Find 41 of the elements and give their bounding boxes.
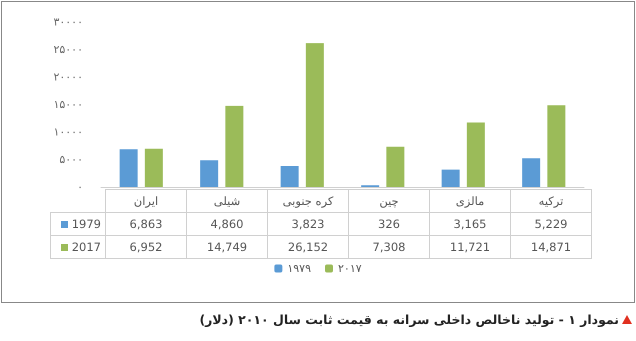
data-label: 14,749	[186, 236, 268, 258]
bar	[280, 166, 299, 187]
data-label: 326	[348, 212, 430, 236]
data-label: 3,165	[430, 212, 510, 236]
bar	[225, 106, 244, 187]
bar	[386, 146, 404, 187]
y-tick-label: ۲۵۰۰۰	[53, 43, 83, 56]
legend-label: ۱۹۷۹	[287, 262, 312, 275]
text: 1979	[50, 212, 106, 236]
y-tick-label: ۵۰۰۰	[59, 153, 83, 166]
y-tick-label: ۱۰۰۰۰	[53, 126, 83, 138]
bar	[442, 170, 460, 187]
bar	[306, 43, 324, 187]
data-label: 4,860	[186, 212, 268, 236]
bar	[522, 158, 540, 187]
bar	[466, 122, 485, 187]
bar	[120, 149, 138, 187]
bar	[547, 105, 566, 187]
y-tick-label: ۱۵۰۰۰	[53, 98, 83, 111]
y-tick-label: ۲۰۰۰۰	[53, 70, 83, 84]
y-tick-label: ۰	[77, 180, 83, 194]
data-label: 11,721	[430, 236, 510, 258]
data-label: 14,871	[510, 236, 592, 258]
bar	[200, 160, 218, 187]
data-label: 3,823	[268, 212, 348, 236]
x-tick-label: ترکیه	[510, 190, 592, 212]
x-tick-label: شیلی	[186, 190, 268, 212]
data-label: 26,152	[268, 236, 348, 258]
legend-label: ۲۰۱۷	[338, 262, 362, 275]
y-tick-label: ۳۰۰۰۰	[53, 16, 83, 28]
x-tick-label: ایران	[106, 190, 186, 212]
data-label: 7,308	[348, 236, 430, 258]
data-label: 6,863	[106, 212, 186, 236]
text: نمودار ۱ - تولید ناخالص داخلی سرانه به قیمت ثابت سال ۲۰۱۰ (دلار)	[199, 312, 619, 327]
x-tick-label: مالزی	[430, 190, 510, 212]
x-tick-label: چین	[348, 190, 430, 212]
data-label: 6,952	[106, 236, 186, 258]
text: 2017	[50, 236, 106, 258]
data-label: 5,229	[510, 212, 592, 236]
x-tick-label: کره جنوبی	[268, 190, 348, 212]
bar	[144, 148, 163, 187]
